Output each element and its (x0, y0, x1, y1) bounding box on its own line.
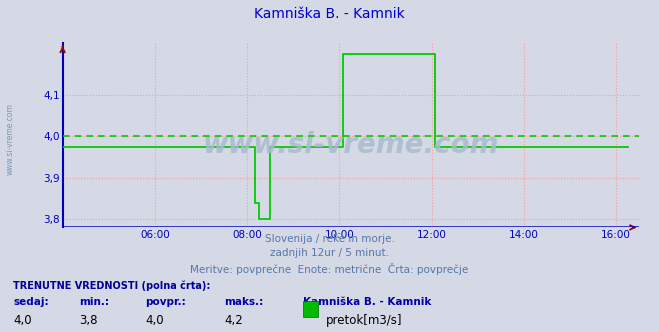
Text: 4,0: 4,0 (145, 314, 163, 327)
Text: zadnjih 12ur / 5 minut.: zadnjih 12ur / 5 minut. (270, 248, 389, 258)
Text: povpr.:: povpr.: (145, 297, 186, 307)
Text: sedaj:: sedaj: (13, 297, 49, 307)
Text: Kamniška B. - Kamnik: Kamniška B. - Kamnik (254, 7, 405, 21)
Text: TRENUTNE VREDNOSTI (polna črta):: TRENUTNE VREDNOSTI (polna črta): (13, 281, 211, 291)
Text: www.si-vreme.com: www.si-vreme.com (5, 104, 14, 175)
Text: 4,2: 4,2 (224, 314, 243, 327)
Text: min.:: min.: (79, 297, 109, 307)
Text: pretok[m3/s]: pretok[m3/s] (326, 314, 402, 327)
Text: maks.:: maks.: (224, 297, 264, 307)
Text: Meritve: povprečne  Enote: metrične  Črta: povprečje: Meritve: povprečne Enote: metrične Črta:… (190, 263, 469, 275)
Text: 4,0: 4,0 (13, 314, 32, 327)
Text: Slovenija / reke in morje.: Slovenija / reke in morje. (264, 234, 395, 244)
Text: Kamniška B. - Kamnik: Kamniška B. - Kamnik (303, 297, 432, 307)
Text: www.si-vreme.com: www.si-vreme.com (203, 130, 499, 158)
Text: 3,8: 3,8 (79, 314, 98, 327)
